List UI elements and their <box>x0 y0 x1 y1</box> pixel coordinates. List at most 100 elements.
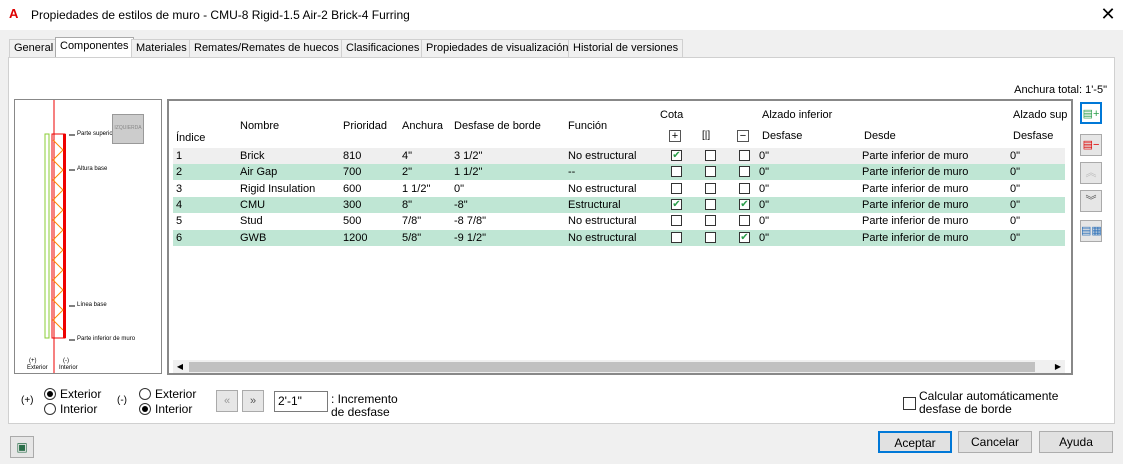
cell-b-offset[interactable]: 0" <box>759 231 770 244</box>
cell-name[interactable]: CMU <box>240 198 266 211</box>
cell-name[interactable]: GWB <box>240 231 267 244</box>
tab-clasificaciones[interactable]: Clasificaciones <box>341 39 425 57</box>
cell-b-offset[interactable]: 0" <box>759 215 770 228</box>
cell-edge-offset[interactable]: -8" <box>454 198 468 211</box>
dim-minus-checkbox[interactable]: ✔ <box>739 231 750 243</box>
cell-t-offset[interactable]: 0" <box>1010 182 1021 195</box>
cell-b-from[interactable]: Parte inferior de muro <box>862 150 969 162</box>
dim-minus-checkbox[interactable]: ✔ <box>739 198 750 210</box>
cell-name[interactable]: Rigid Insulation <box>240 182 316 195</box>
table-row[interactable]: 3 Rigid Insulation 600 1 1/2" 0" No estructur… <box>173 180 1065 197</box>
dim-center-checkbox[interactable] <box>705 150 716 161</box>
dim-plus-checkbox[interactable] <box>671 182 682 194</box>
plus-interior-radio[interactable] <box>44 403 56 415</box>
cell-index[interactable]: 2 <box>176 166 183 179</box>
auto-offset-checkbox[interactable] <box>903 397 916 410</box>
cell-t-offset[interactable]: 0" <box>1010 150 1021 162</box>
cell-b-from[interactable]: Parte inferior de muro <box>862 166 969 179</box>
header-bottom-from[interactable]: Desde <box>864 130 896 142</box>
component-properties-button[interactable]: ▤▦ <box>1080 220 1102 242</box>
dim-center-checkbox[interactable] <box>705 182 716 194</box>
cell-index[interactable]: 1 <box>176 150 183 162</box>
cell-function[interactable]: No estructural <box>568 215 637 228</box>
tab-remates[interactable]: Remates/Remates de huecos <box>189 39 344 57</box>
cell-b-from[interactable]: Parte inferior de muro <box>862 231 969 244</box>
tab-general[interactable]: General <box>9 39 59 57</box>
offset-left-button[interactable]: « <box>216 390 238 412</box>
table-row[interactable]: 6 GWB 1200 5/8" -9 1/2" No estructural 0" Parte… <box>173 229 1065 246</box>
cell-priority[interactable]: 700 <box>343 166 362 179</box>
cell-width[interactable]: 1 1/2" <box>402 182 431 195</box>
cell-b-offset[interactable]: 0" <box>759 166 770 179</box>
cell-priority[interactable]: 600 <box>343 182 362 195</box>
cell-b-offset[interactable]: 0" <box>759 182 770 195</box>
cell-priority[interactable]: 1200 <box>343 231 368 244</box>
dim-center-checkbox[interactable] <box>705 166 716 178</box>
cell-index[interactable]: 4 <box>176 198 183 211</box>
cell-edge-offset[interactable]: -8 7/8" <box>454 215 487 228</box>
minus-interior-radio[interactable] <box>139 403 151 415</box>
cell-edge-offset[interactable]: 1 1/2" <box>454 166 483 179</box>
cell-width[interactable]: 5/8" <box>402 231 422 244</box>
header-bottom-offset[interactable]: Desfase <box>762 130 803 142</box>
dim-center-checkbox[interactable] <box>705 198 716 210</box>
cell-width[interactable]: 2" <box>402 166 413 179</box>
cell-index[interactable]: 3 <box>176 182 183 195</box>
cell-function[interactable]: No estructural <box>568 182 637 195</box>
remove-component-button[interactable]: ▤− <box>1080 134 1102 156</box>
cell-function[interactable]: No estructural <box>568 231 637 244</box>
header-name[interactable]: Nombre <box>240 120 280 132</box>
cell-function[interactable]: No estructural <box>568 150 637 162</box>
cancel-button[interactable]: Cancelar <box>958 431 1032 453</box>
tab-materiales[interactable]: Materiales <box>131 39 192 57</box>
table-row[interactable]: 1 Brick 810 4" 3 1/2" No estructural 0" Parte i… <box>173 148 1065 164</box>
cell-function[interactable]: Estructural <box>568 198 621 211</box>
cell-t-offset[interactable]: 0" <box>1010 166 1021 179</box>
cell-index[interactable]: 5 <box>176 215 183 228</box>
table-row[interactable]: 2 Air Gap 700 2" 1 1/2" -- 0" Parte inferior de… <box>173 164 1065 181</box>
scroll-right-arrow[interactable]: ▶ <box>1054 362 1062 371</box>
cell-b-from[interactable]: Parte inferior de muro <box>862 215 969 228</box>
cell-b-from[interactable]: Parte inferior de muro <box>862 182 969 195</box>
cell-name[interactable]: Air Gap <box>240 166 278 179</box>
scrollbar-thumb[interactable] <box>189 362 1035 372</box>
cell-edge-offset[interactable]: 0" <box>454 182 465 195</box>
cell-width[interactable]: 7/8" <box>402 215 422 228</box>
table-row[interactable]: 5 Stud 500 7/8" -8 7/8" No estructural 0" Parte… <box>173 213 1065 230</box>
cell-t-offset[interactable]: 0" <box>1010 198 1021 211</box>
cell-t-offset[interactable]: 0" <box>1010 215 1021 228</box>
header-width[interactable]: Anchura <box>402 120 443 132</box>
dim-center-checkbox[interactable] <box>705 231 716 243</box>
dim-center-checkbox[interactable] <box>705 215 716 227</box>
scroll-left-arrow[interactable]: ◀ <box>176 362 184 371</box>
header-index[interactable]: Índice <box>176 132 206 144</box>
select-components-button[interactable]: ▣ <box>10 436 34 458</box>
horizontal-scrollbar[interactable]: ◀ ▶ <box>173 360 1065 373</box>
table-row[interactable]: 4 CMU 300 8" -8" Estructural 0" Parte inferior … <box>173 196 1065 213</box>
move-down-button[interactable]: ︾ <box>1080 190 1102 212</box>
header-function[interactable]: Función <box>568 120 608 132</box>
tab-propiedades-visualizacion[interactable]: Propiedades de visualización <box>421 39 574 57</box>
cell-function[interactable]: -- <box>568 166 576 179</box>
dim-minus-checkbox[interactable] <box>739 150 750 161</box>
cell-width[interactable]: 8" <box>402 198 413 211</box>
cell-b-offset[interactable]: 0" <box>759 150 770 162</box>
minus-exterior-radio[interactable] <box>139 388 151 400</box>
view-cube-button[interactable]: IZQUIERDA <box>112 114 144 144</box>
dim-minus-checkbox[interactable] <box>739 182 750 194</box>
cell-index[interactable]: 6 <box>176 231 183 244</box>
cell-width[interactable]: 4" <box>402 150 413 162</box>
cell-priority[interactable]: 300 <box>343 198 362 211</box>
cell-b-offset[interactable]: 0" <box>759 198 770 211</box>
dim-minus-checkbox[interactable] <box>739 215 750 227</box>
add-component-button[interactable]: ▤+ <box>1080 102 1102 124</box>
header-edge-offset[interactable]: Desfase de borde <box>454 120 541 132</box>
cell-b-from[interactable]: Parte inferior de muro <box>862 198 969 211</box>
offset-right-button[interactable]: » <box>242 390 264 412</box>
header-priority[interactable]: Prioridad <box>343 120 388 132</box>
close-button[interactable]: ✕ <box>1100 4 1116 24</box>
cell-name[interactable]: Stud <box>240 215 263 228</box>
plus-exterior-radio[interactable] <box>44 388 56 400</box>
ok-button[interactable]: Aceptar <box>878 431 952 453</box>
offset-increment-input[interactable]: 2'-1" <box>274 391 328 412</box>
